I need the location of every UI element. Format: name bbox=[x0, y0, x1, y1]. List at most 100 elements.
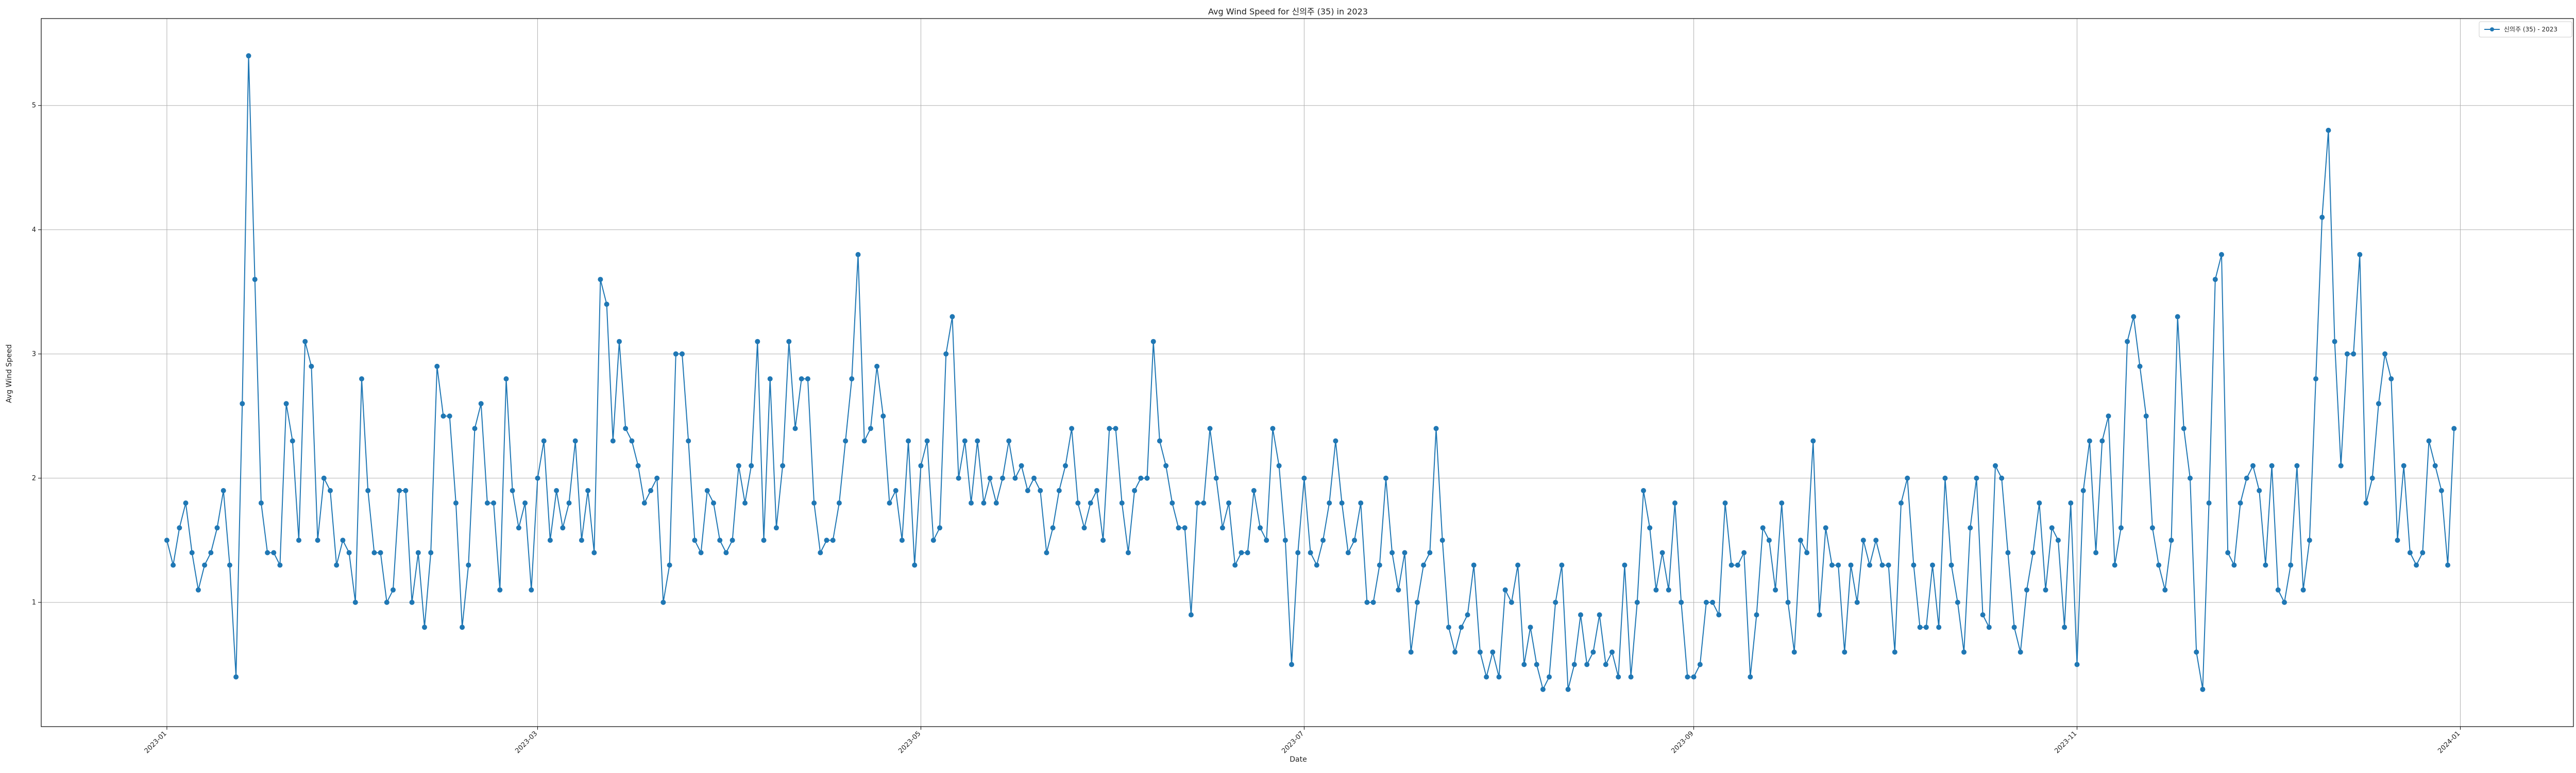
data-point bbox=[2426, 438, 2432, 444]
data-point bbox=[2231, 562, 2237, 568]
data-point bbox=[2162, 587, 2168, 593]
data-point bbox=[1974, 475, 1979, 481]
data-point bbox=[1899, 500, 1904, 506]
data-point bbox=[1810, 438, 1816, 444]
y-tick-label: 1 bbox=[32, 599, 36, 607]
data-point bbox=[2369, 475, 2375, 481]
data-point bbox=[1923, 625, 1929, 630]
data-point bbox=[780, 463, 786, 468]
data-point bbox=[1798, 537, 1803, 543]
data-point bbox=[2326, 127, 2331, 133]
data-point bbox=[2212, 277, 2218, 282]
data-point bbox=[2137, 363, 2143, 369]
data-point bbox=[1616, 674, 1621, 680]
data-point bbox=[265, 550, 270, 556]
data-point bbox=[1132, 488, 1138, 493]
data-point bbox=[1697, 662, 1703, 667]
data-point bbox=[2263, 562, 2268, 568]
data-point bbox=[2357, 252, 2363, 257]
data-point bbox=[290, 438, 295, 444]
data-point bbox=[673, 351, 679, 357]
data-point bbox=[189, 550, 195, 556]
data-point bbox=[1170, 500, 1175, 506]
data-point bbox=[1358, 500, 1364, 506]
data-point bbox=[472, 426, 478, 431]
data-point bbox=[1352, 537, 1357, 543]
data-point bbox=[1025, 488, 1030, 493]
data-point bbox=[1182, 525, 1188, 531]
data-point bbox=[1860, 537, 1866, 543]
data-point bbox=[2112, 562, 2117, 568]
data-point bbox=[937, 525, 942, 531]
data-point bbox=[2049, 525, 2055, 531]
data-point bbox=[1955, 599, 1960, 605]
data-point bbox=[1873, 537, 1879, 543]
data-point bbox=[1779, 500, 1785, 506]
data-point bbox=[2156, 562, 2162, 568]
data-point bbox=[1961, 649, 1967, 655]
data-point bbox=[641, 500, 647, 506]
data-point bbox=[246, 53, 251, 59]
data-point bbox=[868, 426, 873, 431]
data-point bbox=[2043, 587, 2048, 593]
data-point bbox=[315, 537, 320, 543]
data-point bbox=[836, 500, 842, 506]
x-tick-label: 2023-01 bbox=[143, 730, 168, 755]
data-point bbox=[1459, 625, 1464, 630]
data-point bbox=[1282, 537, 1288, 543]
data-point bbox=[1578, 612, 1583, 618]
data-point bbox=[2445, 562, 2451, 568]
data-point bbox=[1439, 537, 1445, 543]
data-point bbox=[1547, 674, 1552, 680]
data-point bbox=[723, 550, 729, 556]
data-point bbox=[604, 301, 609, 307]
data-point bbox=[1176, 525, 1181, 531]
data-point bbox=[478, 401, 484, 407]
data-point bbox=[1226, 500, 1231, 506]
data-point bbox=[2363, 500, 2369, 506]
data-point bbox=[2307, 537, 2312, 543]
data-point bbox=[1817, 612, 1822, 618]
axes bbox=[41, 18, 2574, 727]
series-line bbox=[166, 56, 2455, 691]
data-point bbox=[2219, 252, 2224, 257]
data-point bbox=[1396, 587, 1401, 593]
data-point bbox=[2344, 351, 2350, 357]
data-point bbox=[2238, 500, 2243, 506]
data-point bbox=[2181, 426, 2187, 431]
data-point bbox=[2200, 686, 2206, 692]
data-point bbox=[1245, 550, 1250, 556]
data-point bbox=[1239, 550, 1244, 556]
data-point bbox=[2055, 537, 2061, 543]
data-point bbox=[566, 500, 572, 506]
data-point bbox=[585, 488, 591, 493]
data-point bbox=[610, 438, 616, 444]
data-point bbox=[2300, 587, 2306, 593]
data-point bbox=[1936, 625, 1942, 630]
data-point bbox=[579, 537, 584, 543]
data-point bbox=[302, 339, 308, 344]
data-point bbox=[1289, 662, 1294, 667]
data-point bbox=[177, 525, 182, 531]
data-point bbox=[258, 500, 264, 506]
data-point bbox=[623, 426, 629, 431]
data-point bbox=[692, 537, 698, 543]
data-point bbox=[1370, 599, 1376, 605]
data-point bbox=[1647, 525, 1653, 531]
data-point bbox=[535, 475, 540, 481]
data-point bbox=[930, 537, 936, 543]
data-point bbox=[1571, 662, 1577, 667]
x-axis-label: Date bbox=[1290, 755, 1307, 764]
data-point bbox=[447, 413, 452, 419]
data-point bbox=[1477, 649, 1483, 655]
data-point bbox=[1879, 562, 1885, 568]
data-point bbox=[277, 562, 283, 568]
data-point bbox=[767, 376, 773, 382]
data-point bbox=[422, 625, 427, 630]
data-point bbox=[516, 525, 521, 531]
x-tick-label: 2023-09 bbox=[1670, 730, 1695, 755]
data-point bbox=[1389, 550, 1395, 556]
data-point bbox=[460, 625, 465, 630]
chart-title: Avg Wind Speed for 신의주 (35) in 2023 bbox=[1208, 7, 1368, 16]
data-point bbox=[547, 537, 553, 543]
